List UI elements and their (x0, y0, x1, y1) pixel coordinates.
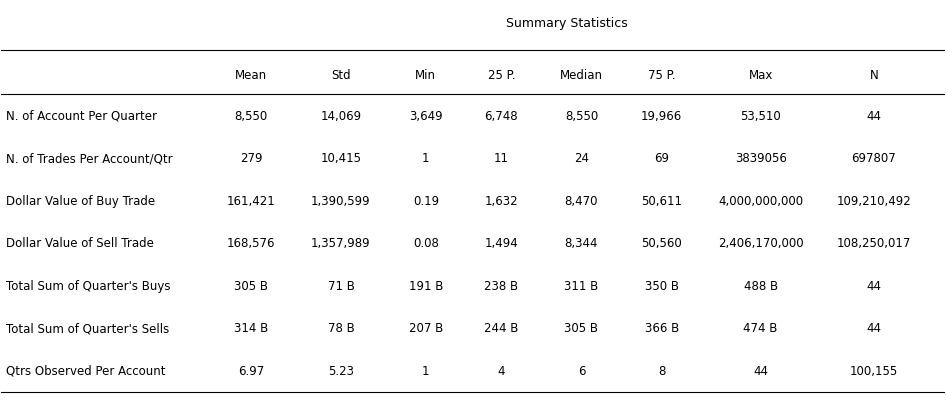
Text: 109,210,492: 109,210,492 (836, 194, 911, 207)
Text: 44: 44 (753, 364, 768, 377)
Text: 5.23: 5.23 (328, 364, 354, 377)
Text: 53,510: 53,510 (741, 110, 781, 123)
Text: 14,069: 14,069 (321, 110, 361, 123)
Text: Min: Min (415, 69, 436, 82)
Text: 1: 1 (422, 152, 429, 165)
Text: 168,576: 168,576 (227, 237, 275, 250)
Text: 44: 44 (867, 322, 882, 334)
Text: 78 B: 78 B (327, 322, 355, 334)
Text: N. of Account Per Quarter: N. of Account Per Quarter (6, 110, 157, 123)
Text: 191 B: 191 B (409, 279, 443, 292)
Text: 350 B: 350 B (644, 279, 678, 292)
Text: 69: 69 (654, 152, 669, 165)
Text: 207 B: 207 B (409, 322, 443, 334)
Text: 0.08: 0.08 (412, 237, 439, 250)
Text: 474 B: 474 B (744, 322, 778, 334)
Text: 6.97: 6.97 (238, 364, 265, 377)
Text: 1,632: 1,632 (484, 194, 518, 207)
Text: 3,649: 3,649 (409, 110, 443, 123)
Text: Qtrs Observed Per Account: Qtrs Observed Per Account (6, 364, 166, 377)
Text: Median: Median (560, 69, 603, 82)
Text: 50,611: 50,611 (641, 194, 682, 207)
Text: 44: 44 (867, 110, 882, 123)
Text: 305 B: 305 B (235, 279, 269, 292)
Text: 1: 1 (422, 364, 429, 377)
Text: 1,390,599: 1,390,599 (311, 194, 371, 207)
Text: 1,357,989: 1,357,989 (311, 237, 371, 250)
Text: 366 B: 366 B (644, 322, 679, 334)
Text: 10,415: 10,415 (321, 152, 361, 165)
Text: 244 B: 244 B (484, 322, 518, 334)
Text: 11: 11 (494, 152, 509, 165)
Text: 8,550: 8,550 (235, 110, 268, 123)
Text: 108,250,017: 108,250,017 (836, 237, 911, 250)
Text: Dollar Value of Sell Trade: Dollar Value of Sell Trade (6, 237, 154, 250)
Text: 4,000,000,000: 4,000,000,000 (718, 194, 803, 207)
Text: N. of Trades Per Account/Qtr: N. of Trades Per Account/Qtr (6, 152, 173, 165)
Text: 0.19: 0.19 (412, 194, 439, 207)
Text: Total Sum of Quarter's Sells: Total Sum of Quarter's Sells (6, 322, 169, 334)
Text: 4: 4 (498, 364, 505, 377)
Text: 8,470: 8,470 (565, 194, 598, 207)
Text: Mean: Mean (236, 69, 268, 82)
Text: Dollar Value of Buy Trade: Dollar Value of Buy Trade (6, 194, 155, 207)
Text: 697807: 697807 (851, 152, 896, 165)
Text: 314 B: 314 B (235, 322, 269, 334)
Text: 75 P.: 75 P. (648, 69, 675, 82)
Text: 8,344: 8,344 (565, 237, 598, 250)
Text: 8,550: 8,550 (565, 110, 598, 123)
Text: 44: 44 (867, 279, 882, 292)
Text: 311 B: 311 B (565, 279, 599, 292)
Text: 305 B: 305 B (565, 322, 599, 334)
Text: 100,155: 100,155 (850, 364, 898, 377)
Text: 488 B: 488 B (744, 279, 778, 292)
Text: 8: 8 (658, 364, 665, 377)
Text: 161,421: 161,421 (227, 194, 275, 207)
Text: 2,406,170,000: 2,406,170,000 (718, 237, 803, 250)
Text: 6,748: 6,748 (484, 110, 518, 123)
Text: 19,966: 19,966 (641, 110, 682, 123)
Text: 279: 279 (240, 152, 263, 165)
Text: Std: Std (331, 69, 351, 82)
Text: 24: 24 (574, 152, 589, 165)
Text: Summary Statistics: Summary Statistics (506, 17, 628, 30)
Text: 238 B: 238 B (484, 279, 518, 292)
Text: 3839056: 3839056 (735, 152, 787, 165)
Text: Total Sum of Quarter's Buys: Total Sum of Quarter's Buys (6, 279, 170, 292)
Text: 25 P.: 25 P. (487, 69, 515, 82)
Text: N: N (869, 69, 878, 82)
Text: 1,494: 1,494 (484, 237, 518, 250)
Text: 71 B: 71 B (327, 279, 355, 292)
Text: 50,560: 50,560 (641, 237, 682, 250)
Text: 6: 6 (578, 364, 586, 377)
Text: Max: Max (748, 69, 773, 82)
